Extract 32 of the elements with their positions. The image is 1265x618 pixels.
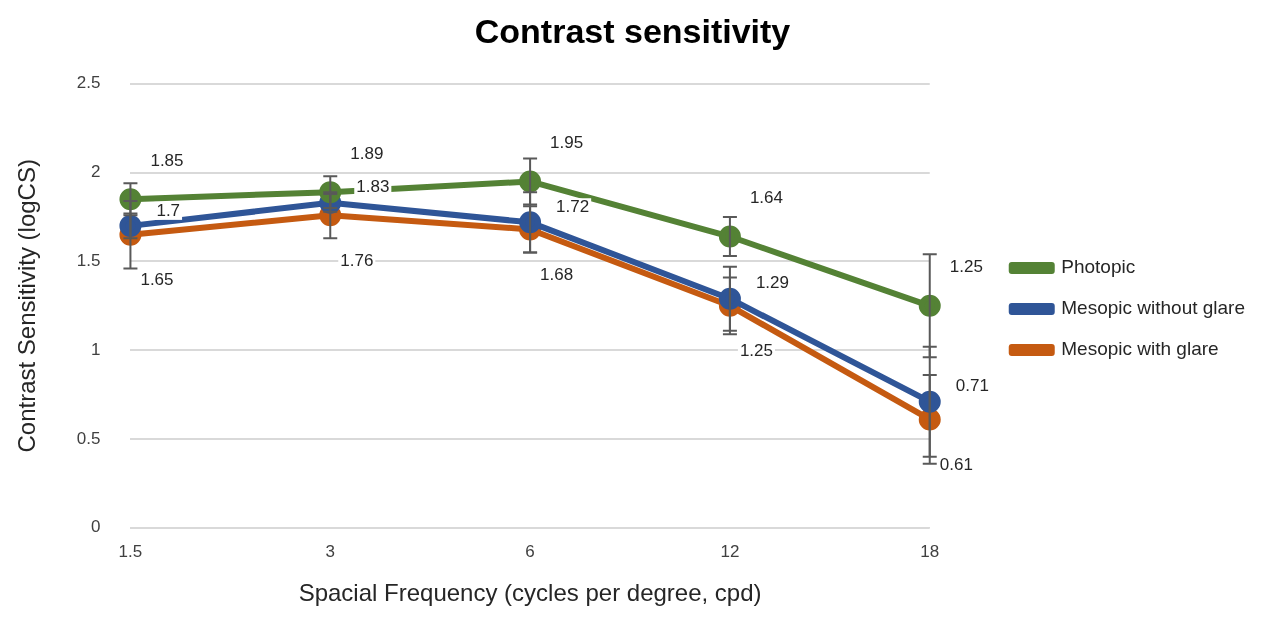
x-tick-label: 3	[325, 541, 335, 561]
data-label: 1.29	[755, 273, 790, 293]
data-label: 1.76	[340, 250, 374, 270]
y-tick-label: 2.5	[76, 73, 101, 93]
data-label: 1.25	[739, 341, 774, 361]
data-label: 1.64	[749, 188, 784, 208]
y-tick-label: 1	[90, 339, 101, 359]
legend-label: Photopic	[1061, 256, 1136, 278]
data-label: 1.72	[556, 197, 590, 217]
legend-label: Mesopic with glare	[1061, 338, 1219, 360]
x-axis-title: Spacial Frequency (cycles per degree, cpd)	[298, 579, 762, 607]
chart-title: Contrast sensitivity	[474, 11, 791, 50]
data-label: 1.95	[550, 133, 584, 153]
legend-label: Mesopic without glare	[1061, 297, 1246, 319]
y-axis-title: Contrast Sensitivity (logCS)	[13, 159, 41, 453]
x-tick-label: 18	[920, 541, 940, 561]
data-label: 1.65	[140, 270, 174, 290]
y-tick-label: 0.5	[76, 428, 101, 448]
x-tick-label: 1.5	[118, 541, 143, 561]
data-label: 1.68	[540, 265, 574, 285]
data-label: 1.7	[156, 200, 181, 220]
data-label: 1.25	[949, 257, 983, 277]
data-label: 1.83	[356, 177, 390, 197]
data-label: 0.61	[939, 455, 973, 475]
data-label: 0.71	[955, 376, 989, 396]
x-tick-label: 6	[525, 541, 535, 561]
data-label: 1.85	[150, 150, 184, 170]
data-label: 1.89	[350, 143, 384, 163]
y-tick-label: 1.5	[76, 251, 101, 271]
y-tick-label: 0	[90, 517, 101, 537]
x-tick-label: 12	[720, 541, 740, 561]
y-tick-label: 2	[90, 162, 101, 182]
